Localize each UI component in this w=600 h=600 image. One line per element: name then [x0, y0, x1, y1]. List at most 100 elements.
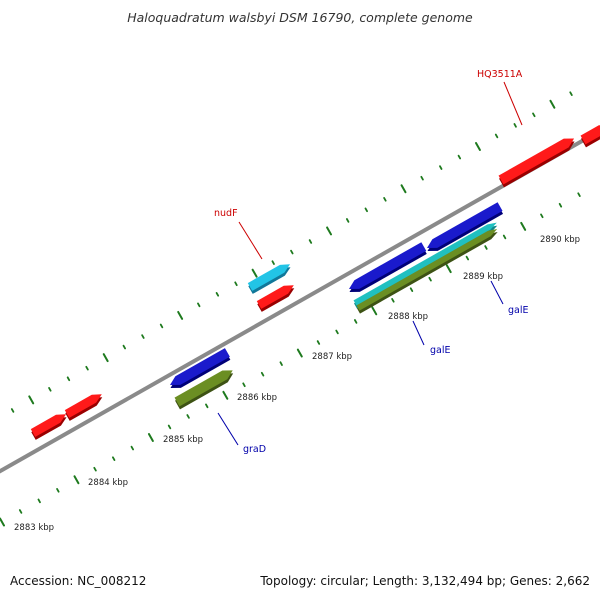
minor-tick — [494, 133, 499, 139]
minor-tick — [502, 234, 507, 240]
minor-tick — [167, 424, 172, 430]
major-tick — [147, 433, 154, 443]
minor-tick — [279, 361, 283, 366]
gene-gale-teal[interactable] — [353, 222, 497, 306]
minor-tick — [290, 249, 294, 255]
major-tick — [400, 184, 407, 194]
major-tick — [520, 221, 527, 231]
minor-tick — [93, 466, 97, 472]
minor-tick — [335, 329, 339, 335]
minor-tick — [215, 292, 220, 297]
major-tick — [73, 475, 80, 485]
major-tick — [0, 517, 5, 527]
minor-tick — [141, 334, 145, 339]
minor-tick — [532, 112, 536, 118]
minor-tick — [439, 165, 443, 170]
major-tick — [102, 353, 109, 363]
major-tick — [28, 395, 35, 405]
gene-label-grad[interactable]: graD — [243, 444, 266, 455]
map-title: Haloquadratum walsbyi DSM 16790, complet… — [127, 10, 473, 25]
gene-nudf-red[interactable] — [256, 285, 294, 309]
genome-summary-text: Topology: circular; Length: 3,132,494 bp… — [260, 574, 590, 588]
minor-tick — [197, 302, 201, 308]
minor-tick — [484, 245, 488, 250]
gene-blue-grad[interactable] — [170, 348, 230, 385]
minor-tick — [66, 376, 71, 382]
axis-label-2885: 2885 kbp — [163, 435, 203, 445]
minor-tick — [37, 498, 41, 504]
axis-label-2883: 2883 kbp — [14, 523, 54, 533]
accession-text: Accession: NC_008212 — [10, 574, 147, 588]
minor-tick — [513, 123, 517, 128]
minor-tick — [205, 403, 209, 409]
major-tick — [296, 348, 303, 358]
minor-tick — [186, 414, 190, 419]
minor-tick — [409, 287, 414, 293]
minor-tick — [353, 319, 358, 324]
gene-red-right[interactable] — [580, 125, 600, 145]
upper-tick-row — [10, 91, 573, 413]
axis-label-2889: 2889 kbp — [463, 272, 503, 282]
major-tick — [251, 268, 258, 278]
minor-tick — [242, 382, 246, 388]
axis-label-2888: 2888 kbp — [388, 312, 428, 322]
minor-tick — [159, 323, 164, 329]
minor-tick — [130, 445, 134, 451]
minor-tick — [271, 260, 275, 265]
minor-tick — [10, 408, 15, 413]
major-tick — [371, 306, 378, 316]
gene-label-gale-2[interactable]: galE — [508, 305, 529, 316]
minor-tick — [308, 239, 313, 244]
minor-tick — [316, 340, 321, 345]
axis-label-2890: 2890 kbp — [540, 235, 580, 245]
minor-tick — [85, 365, 89, 371]
minor-tick — [364, 207, 368, 213]
minor-tick — [428, 276, 432, 282]
callout-gale-1 — [412, 320, 425, 346]
axis-label-2884: 2884 kbp — [88, 478, 128, 488]
callout-lines — [217, 81, 523, 446]
major-tick — [177, 310, 184, 320]
minor-tick — [569, 91, 573, 96]
gene-red-2[interactable] — [64, 394, 102, 418]
minor-tick — [48, 387, 52, 392]
major-tick — [445, 264, 452, 274]
gene-label-gale-1[interactable]: galE — [430, 345, 451, 356]
minor-tick — [345, 218, 350, 223]
gene-gale-blue-1[interactable] — [349, 242, 427, 289]
gene-red-1[interactable] — [30, 414, 67, 437]
gene-gale-olive[interactable] — [356, 229, 498, 311]
callout-hq3511a — [503, 81, 523, 126]
minor-tick — [260, 371, 265, 377]
gene-grad[interactable] — [174, 370, 233, 407]
minor-tick — [577, 192, 581, 197]
gene-hq3511a[interactable] — [498, 138, 575, 185]
minor-tick — [540, 213, 544, 219]
minor-tick — [457, 154, 462, 160]
minor-tick — [558, 202, 563, 208]
gene-features — [30, 125, 600, 440]
gene-label-hq3511a[interactable]: HQ3511A — [477, 69, 523, 80]
gene-label-nudf[interactable]: nudF — [214, 208, 238, 219]
gene-gale-blue-2[interactable] — [427, 202, 503, 248]
minor-tick — [420, 175, 424, 181]
major-tick — [474, 142, 481, 151]
minor-tick — [56, 488, 60, 493]
lower-tick-row — [0, 192, 581, 527]
callout-gale-2 — [490, 280, 504, 305]
major-tick — [222, 390, 229, 400]
axis-label-2886: 2886 kbp — [237, 393, 277, 403]
minor-tick — [122, 344, 126, 350]
callout-grad — [217, 412, 239, 446]
gene-nudf-cyan[interactable] — [247, 264, 291, 291]
minor-tick — [18, 509, 23, 514]
major-tick — [326, 226, 333, 236]
minor-tick — [465, 255, 470, 261]
axis-label-2887: 2887 kbp — [312, 352, 352, 362]
minor-tick — [111, 456, 116, 461]
gene-gale-olive-shade — [357, 232, 498, 314]
minor-tick — [383, 196, 387, 202]
callout-nudf — [238, 221, 263, 260]
